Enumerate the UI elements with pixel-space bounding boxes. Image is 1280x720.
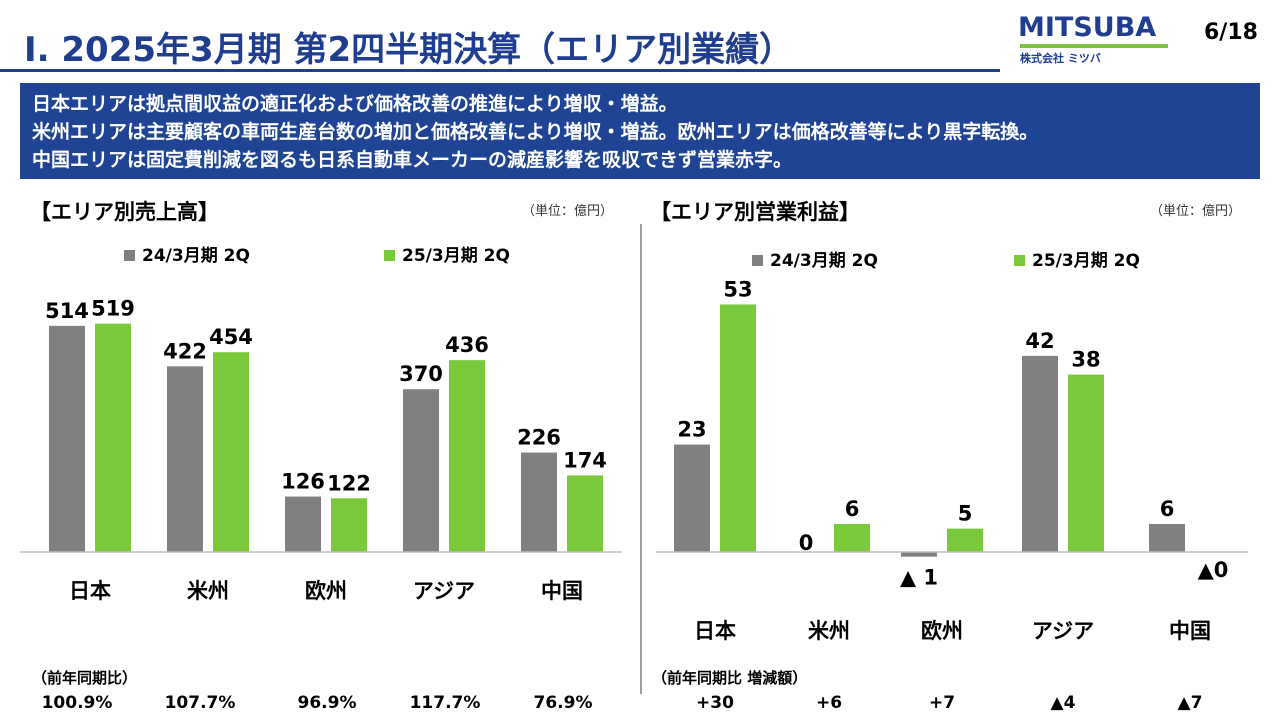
profit-bar-china-1 [1149, 523, 1185, 552]
profit-value-label-asia-2: 38 [1071, 348, 1100, 372]
sales-bar-japan-1 [49, 325, 85, 552]
profit-legend-swatch-1 [752, 255, 763, 266]
profit-yoy-europe: +7 [928, 693, 956, 713]
profit-value-label-americas-1: 0 [799, 531, 814, 555]
sales-bar-europe-2 [331, 498, 367, 552]
profit-yoy-japan: +30 [696, 693, 734, 713]
sales-bar-americas-2 [213, 352, 249, 552]
sales-yoy-asia: 117.7% [409, 693, 481, 713]
chart-divider [640, 224, 642, 694]
sales-bar-americas-1 [167, 366, 203, 552]
profit-bar-europe-2 [947, 528, 983, 552]
sales-bar-asia-1 [403, 389, 439, 552]
profit-legend-label-1: 24/3月期 2Q [770, 251, 878, 271]
profit-value-label-japan-1: 23 [677, 418, 706, 442]
logo-bar [1020, 44, 1168, 48]
sales-category-europe: 欧州 [305, 579, 347, 603]
title-underline [0, 69, 1000, 72]
sales-bar-europe-1 [285, 496, 321, 552]
profit-yoy-label: （前年同期比 増減額） [652, 669, 808, 687]
profit-yoy-americas: +6 [815, 693, 843, 713]
sales-chart-unit: （単位：億円） [522, 204, 614, 219]
sales-yoy-label: （前年同期比） [32, 669, 138, 687]
profit-value-label-europe-1: ▲ 1 [900, 566, 938, 590]
profit-bar-japan-1 [674, 444, 710, 552]
sales-yoy-china: 76.9% [533, 693, 593, 713]
sales-chart-title: 【エリア別売上高】 [30, 200, 219, 224]
profit-bar-europe-1 [901, 552, 937, 557]
sales-value-label-americas-1: 422 [163, 339, 207, 363]
profit-bar-americas-2 [834, 523, 870, 552]
sales-category-china: 中国 [541, 579, 583, 603]
profit-bar-japan-2 [720, 304, 756, 552]
sales-value-label-asia-1: 370 [399, 362, 443, 386]
sales-category-asia: アジア [413, 579, 475, 603]
profit-yoy-asia: ▲4 [1050, 693, 1076, 713]
summary-line-3: 中国エリアは固定費削減を図るも日系自動車メーカーの減産影響を吸収できず営業赤字。 [32, 149, 793, 171]
sales-value-label-japan-1: 514 [45, 299, 89, 323]
profit-value-label-americas-2: 6 [845, 497, 860, 521]
sales-legend-label-2: 25/3月期 2Q [402, 246, 510, 266]
profit-value-label-china-2: ▲0 [1198, 558, 1229, 582]
sales-value-label-asia-2: 436 [445, 333, 489, 357]
profit-bar-asia-1 [1022, 355, 1058, 552]
profit-category-japan: 日本 [694, 619, 736, 643]
profit-category-asia: アジア [1032, 619, 1094, 643]
sales-legend-swatch-1 [124, 250, 135, 261]
sales-bar-japan-2 [95, 323, 131, 552]
profit-yoy-china: ▲7 [1177, 693, 1203, 713]
profit-legend-swatch-2 [1014, 255, 1025, 266]
profit-bar-asia-2 [1068, 374, 1104, 552]
logo-text: MITSUBA [1018, 12, 1157, 43]
summary-line-1: 日本エリアは拠点間収益の適正化および価格改善の推進により増収・増益。 [32, 93, 678, 115]
profit-value-label-china-1: 6 [1160, 497, 1175, 521]
sales-value-label-japan-2: 519 [91, 297, 135, 321]
sales-legend-swatch-2 [384, 250, 395, 261]
sales-yoy-europe: 96.9% [297, 693, 357, 713]
profit-value-label-japan-2: 53 [723, 277, 752, 301]
sales-value-label-china-1: 226 [517, 426, 561, 450]
profit-value-label-asia-1: 42 [1025, 329, 1054, 353]
profit-chart-unit: （単位：億円） [1150, 204, 1242, 219]
page-number: 6/18 [1204, 20, 1258, 45]
sales-bar-china-1 [521, 452, 557, 552]
profit-value-label-europe-2: 5 [958, 502, 973, 526]
profit-category-china: 中国 [1169, 619, 1211, 643]
summary-box: 日本エリアは拠点間収益の適正化および価格改善の推進により増収・増益。 米州エリア… [20, 83, 1260, 179]
sales-value-label-europe-2: 122 [327, 471, 371, 495]
logo-subtext: 株式会社 ミツバ [1020, 52, 1101, 65]
sales-category-japan: 日本 [69, 579, 111, 603]
profit-category-europe: 欧州 [921, 619, 963, 643]
summary-line-2: 米州エリアは主要顧客の車両生産台数の増加と価格改善により増収・増益。欧州エリアは… [32, 121, 1039, 143]
sales-bar-asia-2 [449, 360, 485, 552]
sales-yoy-japan: 100.9% [41, 693, 113, 713]
profit-category-americas: 米州 [808, 619, 850, 643]
profit-legend-label-2: 25/3月期 2Q [1032, 251, 1140, 271]
sales-yoy-americas: 107.7% [164, 693, 236, 713]
sales-category-americas: 米州 [187, 579, 229, 603]
profit-chart-title: 【エリア別営業利益】 [650, 200, 860, 224]
sales-value-label-china-2: 174 [563, 448, 607, 472]
sales-value-label-europe-1: 126 [281, 470, 325, 494]
sales-legend-label-1: 24/3月期 2Q [142, 246, 250, 266]
page-title: Ⅰ. 2025年3月期 第2四半期決算（エリア別業績） [24, 30, 794, 70]
sales-bar-china-2 [567, 475, 603, 552]
company-logo: MITSUBA 株式会社 ミツバ [1018, 12, 1168, 65]
sales-value-label-americas-2: 454 [209, 325, 253, 349]
